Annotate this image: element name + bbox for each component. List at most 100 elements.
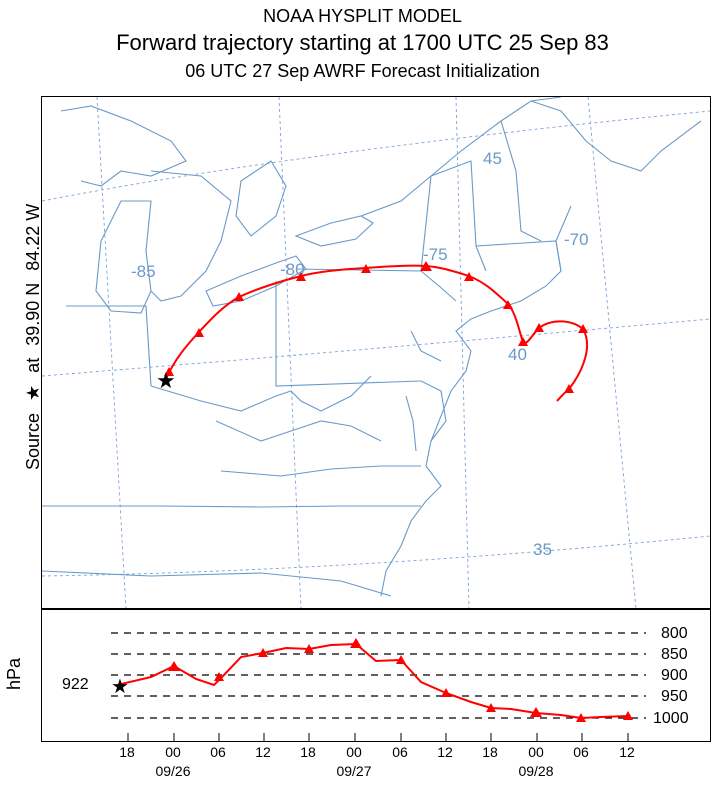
pressure-marker (350, 638, 362, 648)
west-virginia-border (290, 375, 372, 412)
grid-labels: -85 -80 -75 -70 45 40 35 (131, 149, 589, 559)
trajectory-marker (361, 264, 371, 273)
pressure-marker (396, 655, 406, 664)
lat-lon-grid (42, 97, 710, 609)
massachusetts-north-border (475, 240, 562, 272)
pressure-label-850: 850 (661, 646, 688, 663)
trajectory-marker (578, 324, 588, 333)
trajectory-marker (518, 337, 528, 346)
tennessee-north-border (42, 505, 421, 508)
time-tick-label: 06 (392, 744, 408, 760)
virginia-west-border (215, 420, 382, 442)
trajectory-marker (503, 300, 513, 309)
map-svg: -85 -80 -75 -70 45 40 35 ★ (42, 97, 710, 609)
pressure-marker (486, 703, 496, 712)
atlantic-coastline-south (380, 415, 442, 597)
pressure-label-900: 900 (661, 667, 688, 684)
time-tick-label: 00 (528, 744, 544, 760)
at-word: at (23, 357, 43, 373)
title-model: NOAA HYSPLIT MODEL (263, 6, 462, 26)
pressure-marker (168, 661, 180, 671)
vertical-profile-svg: 800 850 900 950 1000 ★ (111, 625, 689, 741)
pennsylvania-border-west-south (275, 281, 422, 387)
time-tick-label: 00 (346, 744, 362, 760)
pressure-marker (530, 707, 542, 717)
time-tick-label: 18 (300, 744, 316, 760)
pressure-marker (258, 648, 268, 657)
pressure-trace-markers (168, 638, 633, 722)
pressure-marker (304, 644, 314, 653)
grid-label-lon-75: -75 (423, 245, 448, 264)
grid-label-lon-80: -80 (280, 260, 305, 279)
source-word: Source (23, 412, 43, 470)
lake-superior-shore (60, 105, 187, 187)
time-axis-ticks (127, 733, 629, 741)
parallel-40 (42, 318, 710, 377)
pressure-marker (441, 688, 451, 697)
pressure-axis-label: hPa (4, 657, 24, 690)
meridian-85 (96, 97, 127, 609)
chesapeake-bay (405, 395, 417, 452)
trajectory-marker (194, 328, 204, 337)
date-label: 09/27 (336, 763, 371, 779)
time-tick-label: 18 (119, 744, 135, 760)
time-tick-label: 06 (573, 744, 589, 760)
ohio-river (150, 385, 292, 412)
meridian-75 (455, 97, 470, 609)
title-forecast: 06 UTC 27 Sep AWRF Forecast Initializati… (185, 61, 540, 81)
time-tick-label: 00 (165, 744, 181, 760)
grid-label-lon-70: -70 (564, 230, 589, 249)
trajectory-path (165, 264, 588, 402)
source-star-icon: ★ (23, 384, 43, 401)
vertical-profile-panel: 800 850 900 950 1000 ★ (41, 608, 711, 742)
time-tick-label: 06 (210, 744, 226, 760)
grid-label-lat-35: 35 (533, 540, 552, 559)
source-longitude: 84.22 W (23, 203, 43, 271)
pressure-marker (214, 672, 224, 681)
start-pressure-label: 922 (62, 676, 89, 693)
start-star-icon: ★ (111, 676, 129, 698)
grid-label-lat-40: 40 (508, 345, 527, 364)
grid-label-lon-85: -85 (131, 262, 156, 281)
source-star-icon: ★ (156, 368, 176, 393)
pennsylvania-new-york-border (295, 268, 457, 302)
pressure-level-lines (111, 632, 646, 719)
south-carolina-border (42, 570, 392, 597)
meridian-70 (587, 97, 637, 609)
pressure-label-800: 800 (661, 625, 688, 642)
trajectory-marker (234, 292, 244, 301)
michigan-outline (150, 170, 232, 302)
virginia-north-carolina-border (220, 465, 421, 477)
trajectory-marker (420, 261, 432, 271)
lake-huron-shore (235, 160, 287, 237)
trajectory-marker (296, 272, 306, 281)
pressure-trace (120, 642, 629, 720)
trajectory-marker (164, 367, 174, 376)
time-tick-label: 12 (619, 744, 635, 760)
pressure-marker (576, 713, 586, 722)
trajectory-marker (464, 272, 474, 281)
geographic-boundaries (42, 97, 702, 597)
atlantic-coastline-north (440, 205, 572, 417)
meridian-80 (278, 97, 302, 609)
lake-ontario-shore (294, 215, 374, 247)
pressure-label-950: 950 (661, 688, 688, 705)
trajectory-markers (164, 261, 588, 393)
new-jersey-border (410, 330, 442, 362)
maine-coastline (530, 100, 702, 172)
trajectory-map: -85 -80 -75 -70 45 40 35 ★ (41, 96, 711, 610)
time-axis: 18 00 06 12 18 00 06 12 18 00 06 12 09/2… (119, 744, 635, 779)
date-label: 09/28 (518, 763, 553, 779)
parallel-45 (42, 110, 710, 202)
new-england-west-border (420, 160, 487, 272)
time-tick-labels: 18 00 06 12 18 00 06 12 18 00 06 12 (119, 744, 635, 760)
source-latitude: 39.90 N (23, 282, 43, 346)
pressure-level-labels: 800 850 900 950 1000 (653, 625, 689, 727)
time-tick-label: 18 (482, 744, 498, 760)
time-tick-label: 12 (255, 744, 271, 760)
delmarva-peninsula (420, 380, 447, 442)
pressure-marker (623, 711, 633, 720)
lake-michigan-shore (95, 200, 152, 314)
title-trajectory: Forward trajectory starting at 1700 UTC … (116, 30, 609, 55)
pressure-label-1000: 1000 (653, 710, 689, 727)
